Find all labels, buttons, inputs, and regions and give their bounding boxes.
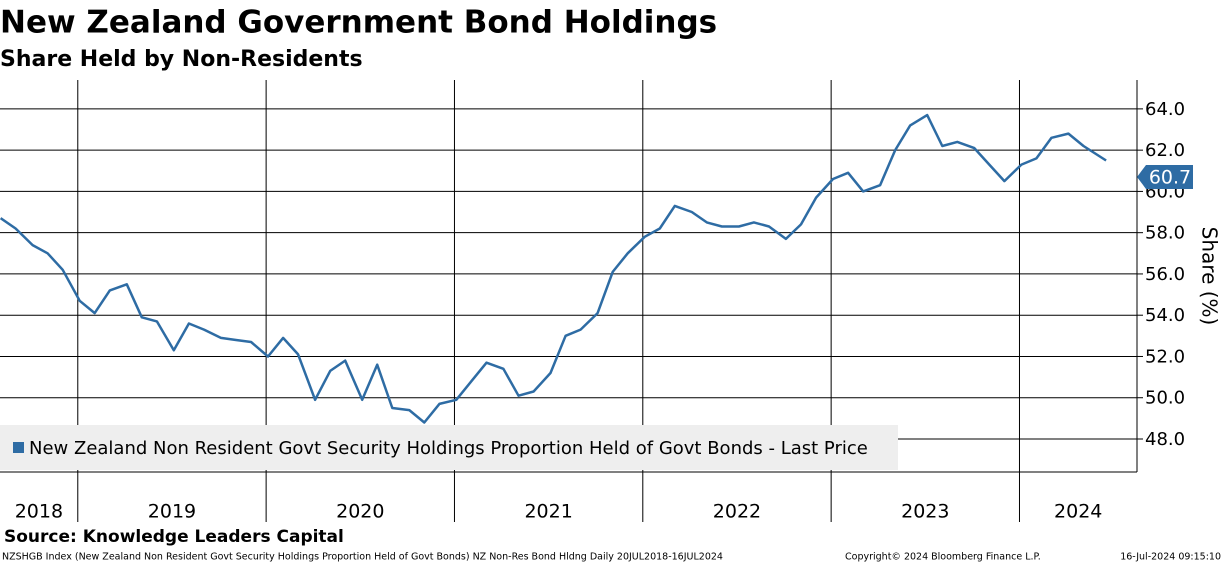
y-tick-label: 64.0 [1145, 99, 1185, 120]
x-tick-label: 2024 [1054, 501, 1102, 523]
y-tick-label: 62.0 [1145, 140, 1185, 161]
legend-swatch [13, 442, 24, 453]
last-price-label: 60.7 [1149, 166, 1191, 188]
last-price-tag [1137, 164, 1193, 189]
y-tick-label: 56.0 [1145, 264, 1185, 285]
series-line [0, 113, 1107, 424]
y-tick-label: 58.0 [1145, 223, 1185, 244]
x-tick-label: 2022 [713, 501, 761, 523]
legend-box [0, 425, 898, 470]
x-tick-label: 2020 [336, 501, 384, 523]
y-tick-label: 48.0 [1145, 429, 1185, 450]
legend-label: New Zealand Non Resident Govt Security H… [29, 438, 868, 459]
y-tick-label: 54.0 [1145, 305, 1185, 326]
x-tick-label: 2023 [901, 501, 949, 523]
legend: New Zealand Non Resident Govt Security H… [0, 425, 898, 470]
y-tick-label: 52.0 [1145, 346, 1185, 367]
y-tick-label: 50.0 [1145, 388, 1185, 409]
source: Source: Knowledge Leaders Capital [4, 527, 344, 547]
footer-left: NZSHGB Index (New Zealand Non Resident G… [2, 552, 723, 563]
chart-subtitle: Share Held by Non-Residents [0, 47, 363, 72]
footer-center: Copyright© 2024 Bloomberg Finance L.P. [845, 552, 1041, 563]
footer-right: 16-Jul-2024 09:15:10 [1120, 552, 1221, 563]
y-axis-label: Share (%) [1198, 227, 1222, 326]
chart-title: New Zealand Government Bond Holdings [0, 5, 717, 41]
x-tick-label: 2019 [148, 501, 196, 523]
x-tick-label: 2018 [15, 501, 63, 523]
x-tick-label: 2021 [524, 501, 572, 523]
